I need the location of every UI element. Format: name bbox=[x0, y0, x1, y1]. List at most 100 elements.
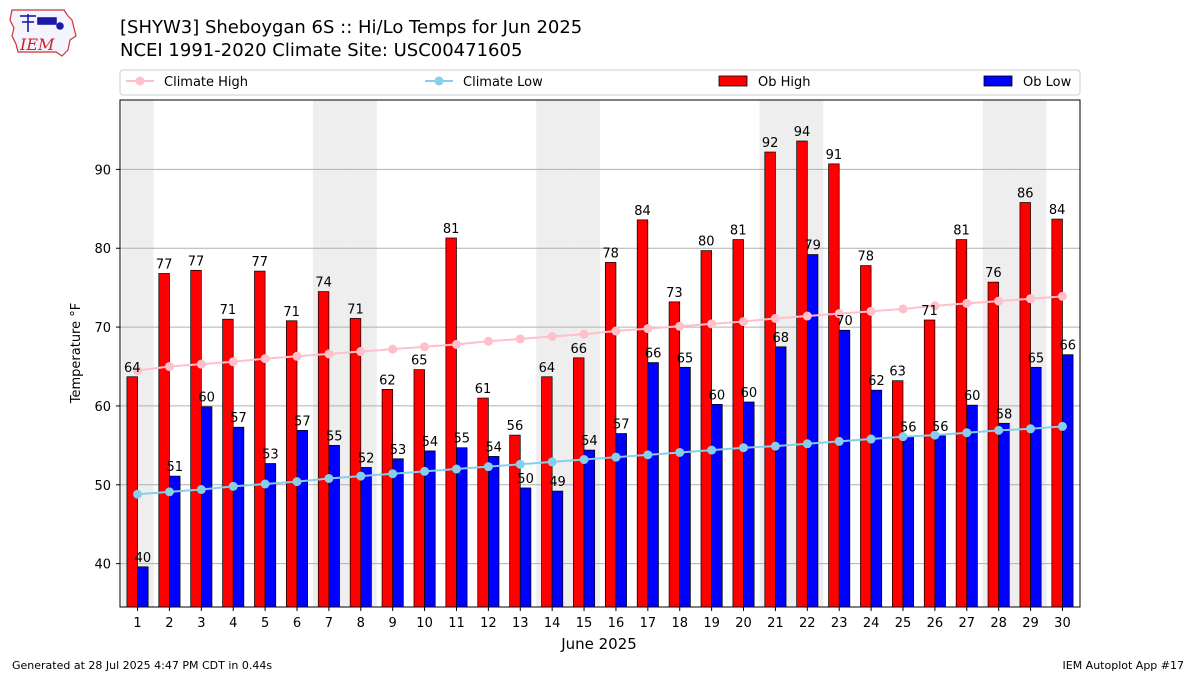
climate-high-point-17 bbox=[643, 324, 653, 334]
ob-high-value-label-7: 74 bbox=[315, 276, 332, 291]
ob-high-value-label-10: 65 bbox=[411, 354, 428, 369]
climate-low-point-26 bbox=[930, 430, 940, 440]
ob-low-value-label-11: 55 bbox=[454, 432, 471, 447]
ob-high-bar-29 bbox=[1019, 202, 1031, 608]
climate-low-point-19 bbox=[707, 445, 717, 455]
ob-low-value-label-22: 79 bbox=[804, 239, 821, 254]
ob-high-bar-5 bbox=[254, 270, 266, 608]
x-tick-label-25: 25 bbox=[895, 616, 912, 631]
climate-low-point-13 bbox=[515, 459, 525, 469]
ob-high-value-label-15: 66 bbox=[570, 342, 587, 357]
legend-label-climate-high: Climate High bbox=[164, 75, 248, 90]
x-tick-label-15: 15 bbox=[576, 616, 593, 631]
x-tick-label-7: 7 bbox=[325, 616, 333, 631]
climate-high-point-14 bbox=[547, 332, 557, 342]
climate-low-point-10 bbox=[420, 466, 430, 476]
weather-station-icon bbox=[20, 14, 64, 32]
ob-low-bar-21 bbox=[775, 346, 787, 608]
climate-high-point-10 bbox=[420, 342, 430, 352]
ob-low-bar-25 bbox=[902, 436, 914, 608]
ob-high-value-label-26: 71 bbox=[921, 304, 938, 319]
climate-low-point-11 bbox=[451, 464, 461, 474]
climate-high-point-26 bbox=[930, 301, 940, 311]
y-tick-label-50: 50 bbox=[94, 479, 111, 494]
climate-high-point-9 bbox=[388, 344, 398, 354]
climate-high-point-8 bbox=[356, 347, 366, 357]
ob-low-value-label-12: 54 bbox=[485, 440, 502, 455]
climate-low-point-8 bbox=[356, 471, 366, 481]
ob-high-bar-2 bbox=[158, 273, 170, 608]
x-tick-label-16: 16 bbox=[608, 616, 625, 631]
climate-high-point-5 bbox=[260, 354, 270, 364]
x-tick-label-9: 9 bbox=[389, 616, 397, 631]
ob-low-bar-7 bbox=[328, 445, 340, 608]
ob-low-bar-22 bbox=[806, 254, 819, 608]
climate-low-point-14 bbox=[547, 457, 557, 467]
generated-timestamp: Generated at 28 Jul 2025 4:47 PM CDT in … bbox=[12, 659, 273, 672]
ob-low-bar-9 bbox=[392, 458, 404, 608]
ob-high-value-label-23: 91 bbox=[826, 148, 843, 163]
ob-low-bar-23 bbox=[838, 329, 851, 608]
climate-low-point-24 bbox=[866, 434, 876, 444]
ob-low-value-label-2: 51 bbox=[166, 460, 183, 475]
x-tick-label-29: 29 bbox=[1022, 616, 1039, 631]
ob-low-value-label-19: 60 bbox=[709, 388, 726, 403]
ob-high-bar-7 bbox=[317, 291, 330, 608]
ob-low-value-label-29: 65 bbox=[1028, 351, 1045, 366]
ob-low-value-label-24: 62 bbox=[868, 374, 885, 389]
ob-high-bar-14 bbox=[541, 376, 553, 608]
climate-high-point-23 bbox=[834, 309, 844, 319]
x-tick-label-22: 22 bbox=[799, 616, 816, 631]
climate-high-point-13 bbox=[515, 334, 525, 344]
ob-low-value-label-28: 58 bbox=[996, 407, 1013, 422]
ob-low-bar-14 bbox=[551, 490, 564, 608]
ob-high-value-label-16: 78 bbox=[602, 246, 619, 261]
legend-item-climate-high: Climate High bbox=[126, 75, 248, 90]
ob-high-bar-3 bbox=[190, 269, 202, 608]
ob-high-bar-11 bbox=[445, 237, 457, 608]
ob-low-value-label-16: 57 bbox=[613, 418, 630, 433]
ob-low-bar-20 bbox=[743, 401, 755, 608]
ob-high-value-label-27: 81 bbox=[953, 224, 970, 239]
legend-label-climate-low: Climate Low bbox=[463, 75, 543, 90]
climate-low-line bbox=[137, 425, 1063, 496]
ob-low-bar-13 bbox=[519, 487, 532, 608]
x-tick-label-26: 26 bbox=[927, 616, 944, 631]
legend-item-ob-low: Ob Low bbox=[983, 75, 1072, 90]
climate-low-point-25 bbox=[898, 432, 908, 442]
x-tick-label-1: 1 bbox=[133, 616, 141, 631]
ob-high-bar-10 bbox=[413, 369, 425, 608]
ob-high-value-label-12: 61 bbox=[475, 382, 492, 397]
ob-high-bar-12 bbox=[477, 397, 489, 608]
ob-low-value-label-25: 56 bbox=[900, 421, 917, 436]
climate-low-point-17 bbox=[643, 450, 653, 460]
ob-low-value-label-7: 55 bbox=[326, 429, 343, 444]
iem-logo: IEM bbox=[9, 9, 77, 57]
ob-high-bar-27 bbox=[955, 239, 968, 608]
x-tick-label-3: 3 bbox=[197, 616, 205, 631]
legend-box bbox=[119, 69, 1081, 96]
ob-low-value-label-14: 49 bbox=[549, 475, 566, 490]
x-tick-label-2: 2 bbox=[165, 616, 173, 631]
ob-high-bar-6 bbox=[286, 320, 298, 608]
app-credit: IEM Autoplot App #17 bbox=[1062, 659, 1185, 672]
ob-high-value-label-24: 78 bbox=[858, 250, 875, 265]
climate-high-point-16 bbox=[611, 326, 621, 336]
ob-low-value-label-1: 40 bbox=[135, 551, 152, 566]
ob-high-value-label-20: 81 bbox=[730, 224, 747, 239]
climate-low-point-15 bbox=[579, 455, 589, 465]
legend-label-ob-high: Ob High bbox=[758, 75, 811, 90]
ob-high-value-label-5: 77 bbox=[252, 255, 269, 270]
ob-low-value-label-20: 60 bbox=[741, 386, 758, 401]
x-tick-label-10: 10 bbox=[416, 616, 433, 631]
climate-high-point-2 bbox=[164, 362, 174, 372]
ob-high-value-label-4: 71 bbox=[220, 303, 237, 318]
ob-low-value-label-8: 52 bbox=[358, 451, 375, 466]
legend-item-climate-low: Climate Low bbox=[425, 75, 543, 90]
ob-high-value-label-14: 64 bbox=[539, 361, 556, 376]
x-tick-label-13: 13 bbox=[512, 616, 529, 631]
ob-high-bar-26 bbox=[923, 319, 936, 608]
x-tick-label-6: 6 bbox=[293, 616, 301, 631]
climate-low-point-6 bbox=[292, 477, 302, 487]
